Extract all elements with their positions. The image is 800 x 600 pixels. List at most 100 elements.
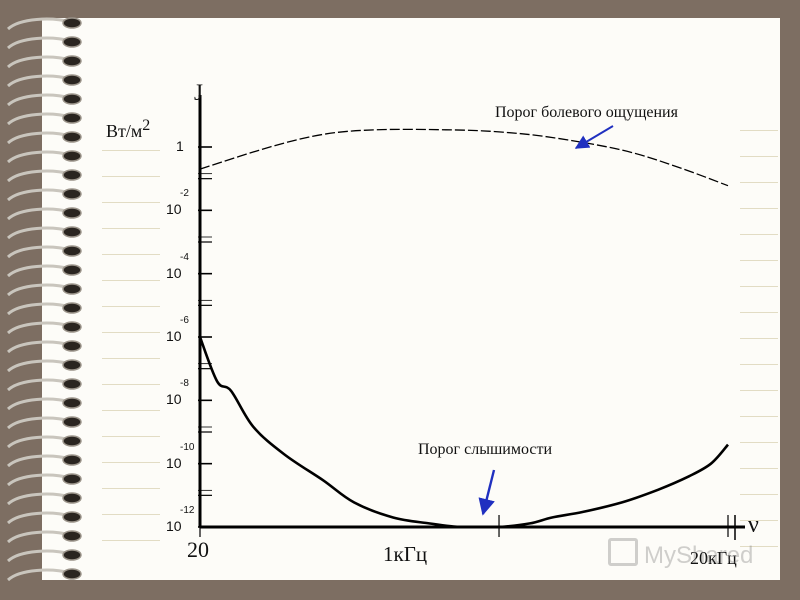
pain-threshold-arrow <box>574 125 614 149</box>
spiral-hole <box>62 340 82 352</box>
y-tick-base: 10 <box>166 454 182 471</box>
spiral-hole <box>62 131 82 143</box>
ruled-line <box>740 494 778 495</box>
hearing-threshold-curve <box>198 336 729 529</box>
hearing-threshold-arrow <box>478 469 496 516</box>
y-unit-base: Вт/м <box>106 121 143 141</box>
ruled-line <box>740 364 778 365</box>
y-tick-label: 10 -4 <box>166 252 189 281</box>
x-tick-label: 20 <box>187 537 209 562</box>
spiral-hole <box>62 530 82 542</box>
spiral-hole <box>62 378 82 390</box>
spiral-hole <box>62 416 82 428</box>
spiral-hole <box>62 17 82 29</box>
ruled-line <box>740 546 778 547</box>
ruled-line <box>740 312 778 313</box>
y-tick-label: 10 -10 <box>166 442 194 471</box>
spiral-hole <box>62 549 82 561</box>
pain-threshold-label: Порог болевого ощущения <box>495 104 678 121</box>
y-tick-base: 1 <box>176 138 184 154</box>
x-tick-label: 20кГц <box>690 548 737 568</box>
spiral-hole <box>62 112 82 124</box>
ruled-line <box>740 338 778 339</box>
y-tick-label: 10 -8 <box>166 378 189 408</box>
y-tick-exp: -12 <box>180 505 195 516</box>
ruled-line <box>740 442 778 443</box>
spiral-hole <box>62 435 82 447</box>
y-tick-label: 10 -2 <box>166 188 189 218</box>
spiral-hole <box>62 568 82 580</box>
ruled-line <box>102 306 160 307</box>
spiral-hole <box>62 511 82 523</box>
ruled-lines-left <box>102 150 160 570</box>
ruled-line <box>102 436 160 437</box>
spiral-hole <box>62 226 82 238</box>
y-axis-label: J <box>194 80 203 105</box>
y-unit-label: Вт/м2 <box>106 117 150 142</box>
ruled-line <box>740 520 778 521</box>
spiral-hole <box>62 55 82 67</box>
spiral-hole <box>62 302 82 314</box>
ruled-line <box>102 176 160 177</box>
spiral-hole <box>62 492 82 504</box>
ruled-line <box>102 540 160 541</box>
ruled-line <box>102 358 160 359</box>
ruled-line <box>740 182 778 183</box>
ruled-line <box>740 156 778 157</box>
ruled-line <box>740 468 778 469</box>
presentation-icon <box>608 538 638 566</box>
ruled-line <box>102 228 160 229</box>
ruled-line <box>102 462 160 463</box>
spiral-hole <box>62 397 82 409</box>
x-axis-label: ν <box>748 512 759 538</box>
ruled-lines-right <box>740 130 778 570</box>
pain-threshold-curve <box>199 128 729 187</box>
ruled-line <box>102 410 160 411</box>
spiral-hole <box>62 93 82 105</box>
ruled-line <box>740 286 778 287</box>
y-tick-exp: -2 <box>180 188 189 200</box>
ruled-line <box>102 202 160 203</box>
spiral-hole <box>62 264 82 276</box>
spiral-hole <box>62 74 82 86</box>
ruled-line <box>102 332 160 333</box>
spiral-hole <box>62 169 82 181</box>
y-tick-exp: -6 <box>180 315 189 326</box>
ruled-line <box>102 280 160 281</box>
ruled-line <box>740 208 778 209</box>
y-tick-exp: -10 <box>180 441 195 453</box>
ruled-line <box>740 260 778 261</box>
y-tick-base: 10 <box>166 201 182 218</box>
y-unit-exp: 2 <box>142 117 151 134</box>
spiral-hole <box>62 473 82 485</box>
y-tick-exp: -8 <box>180 378 189 390</box>
ruled-line <box>102 384 160 385</box>
spiral-hole <box>62 359 82 371</box>
y-tick-base: 10 <box>166 328 182 344</box>
watermark-text: MyShared <box>644 542 754 569</box>
y-tick-base: 10 <box>166 391 182 408</box>
spiral-hole <box>62 207 82 219</box>
ruled-line <box>102 514 160 515</box>
ruled-line <box>740 416 778 417</box>
y-tick-label: 10 -6 <box>166 315 189 344</box>
ruled-line <box>740 130 778 131</box>
x-tick-label: 1кГц <box>383 542 428 566</box>
watermark: MyShared <box>608 538 753 570</box>
ruled-line <box>102 254 160 255</box>
y-tick-label: 10 -12 <box>166 505 194 534</box>
y-tick-base: 10 <box>166 518 182 534</box>
hearing-threshold-label: Порог слышимости <box>418 441 553 458</box>
ruled-line <box>102 150 160 151</box>
y-tick-label: 1 <box>176 138 184 154</box>
ruled-line <box>740 390 778 391</box>
ruled-line <box>740 234 778 235</box>
spiral-binding-icon <box>6 17 82 582</box>
spiral-hole <box>62 36 82 48</box>
spiral-hole <box>62 283 82 295</box>
spiral-hole <box>62 150 82 162</box>
ruled-line <box>102 488 160 489</box>
spiral-hole <box>62 188 82 200</box>
y-tick-base: 10 <box>166 264 182 281</box>
